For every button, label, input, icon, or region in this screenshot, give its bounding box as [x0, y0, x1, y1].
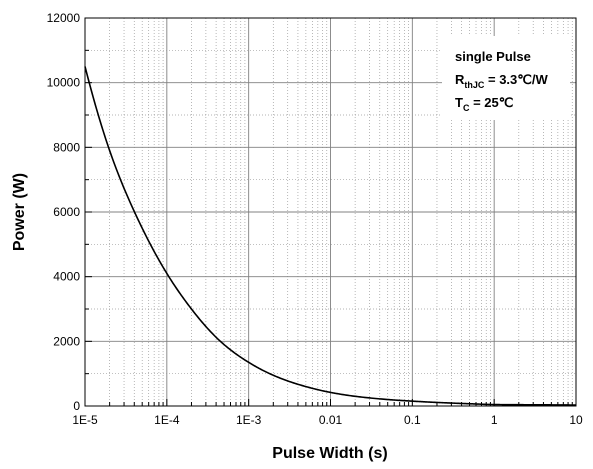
annotation-box: single Pulse RthJC = 3.3℃/W TC = 25℃ [442, 36, 570, 120]
y-axis-title: Power (W) [11, 173, 28, 251]
tick-layer [84, 17, 577, 407]
y-tick-label: 0 [73, 399, 80, 413]
y-tick-label: 2000 [53, 334, 80, 348]
x-axis-title: Pulse Width (s) [272, 445, 387, 462]
power-curve [84, 66, 577, 406]
y-tick-label: 12000 [47, 11, 81, 25]
annotation-t: T [455, 95, 463, 110]
annotation-rthjc-value: = 3.3℃/W [484, 72, 548, 87]
y-tick-label: 10000 [47, 76, 81, 90]
y-tick-label: 6000 [53, 205, 80, 219]
annotation-tc-sub: C [463, 103, 470, 113]
annotation-r: R [455, 72, 465, 87]
annotation-line-1: single Pulse [455, 49, 531, 64]
annotation-line-3: TC = 25℃ [455, 95, 513, 113]
x-tick-label: 10 [569, 413, 583, 427]
x-tick-label: 0.1 [404, 413, 421, 427]
label-layer: 1E-5 1E-4 1E-3 0.01 0.1 1 10 0 2000 4000 6000 8000 1… [47, 11, 583, 427]
annotation-rthjc-sub: thJC [464, 80, 485, 90]
x-tick-label: 1 [491, 413, 498, 427]
x-tick-label: 1E-5 [72, 413, 98, 427]
annotation-background [442, 36, 570, 120]
y-tick-label: 4000 [53, 270, 80, 284]
x-tick-label: 1E-3 [236, 413, 262, 427]
annotation-tc-value: = 25℃ [469, 95, 513, 110]
x-tick-label: 1E-4 [154, 413, 180, 427]
x-tick-label: 0.01 [319, 413, 343, 427]
annotation-line-2: RthJC = 3.3℃/W [455, 72, 548, 90]
y-tick-label: 8000 [53, 140, 80, 154]
